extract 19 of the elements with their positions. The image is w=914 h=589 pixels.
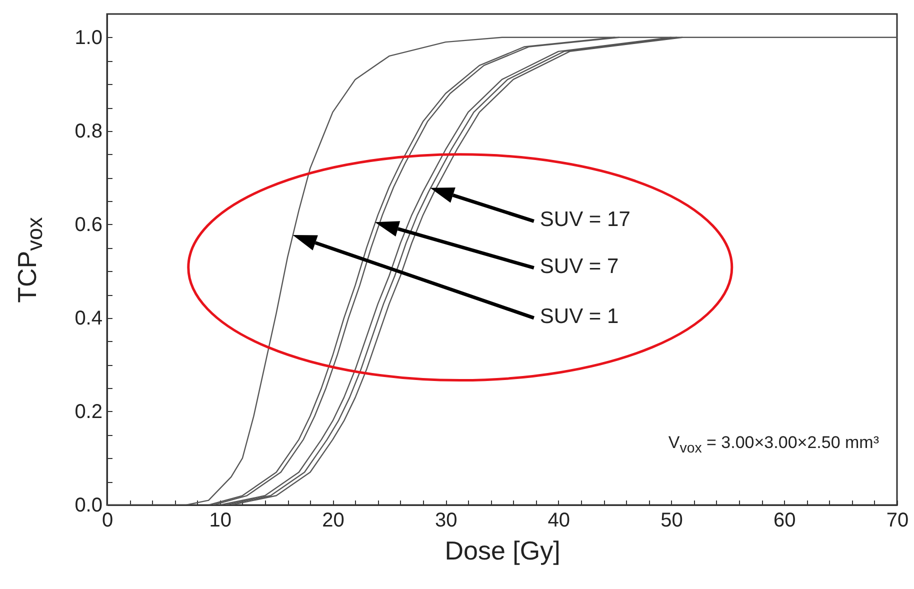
y-tick-label: 1.0 xyxy=(74,26,102,49)
y-tick-label: 0.6 xyxy=(74,214,102,236)
annotation: SUV = 17 xyxy=(540,208,630,232)
x-tick-label: 70 xyxy=(886,510,909,532)
annotation: SUV = 1 xyxy=(540,304,619,329)
x-tick-label: 50 xyxy=(660,510,683,532)
y-tick-label: 0.4 xyxy=(74,307,102,330)
x-tick-label: 20 xyxy=(322,510,344,532)
x-axis-title: Dose [Gy] xyxy=(444,536,560,566)
x-tick-label: 10 xyxy=(209,510,232,532)
x-tick-label: 40 xyxy=(548,510,570,532)
y-tick-label: 0.0 xyxy=(74,494,102,516)
x-tick-label: 60 xyxy=(774,510,796,532)
annotation: V$_{vox}$ = 3.00×3.00×2.50 mm³ xyxy=(668,433,879,456)
y-tick-label: 0.8 xyxy=(74,120,102,142)
annotation: SUV = 7 xyxy=(540,254,619,279)
y-tick-label: 0.2 xyxy=(74,400,102,423)
x-tick-label: 30 xyxy=(434,510,458,532)
x-tick-label: 0 xyxy=(102,510,114,532)
